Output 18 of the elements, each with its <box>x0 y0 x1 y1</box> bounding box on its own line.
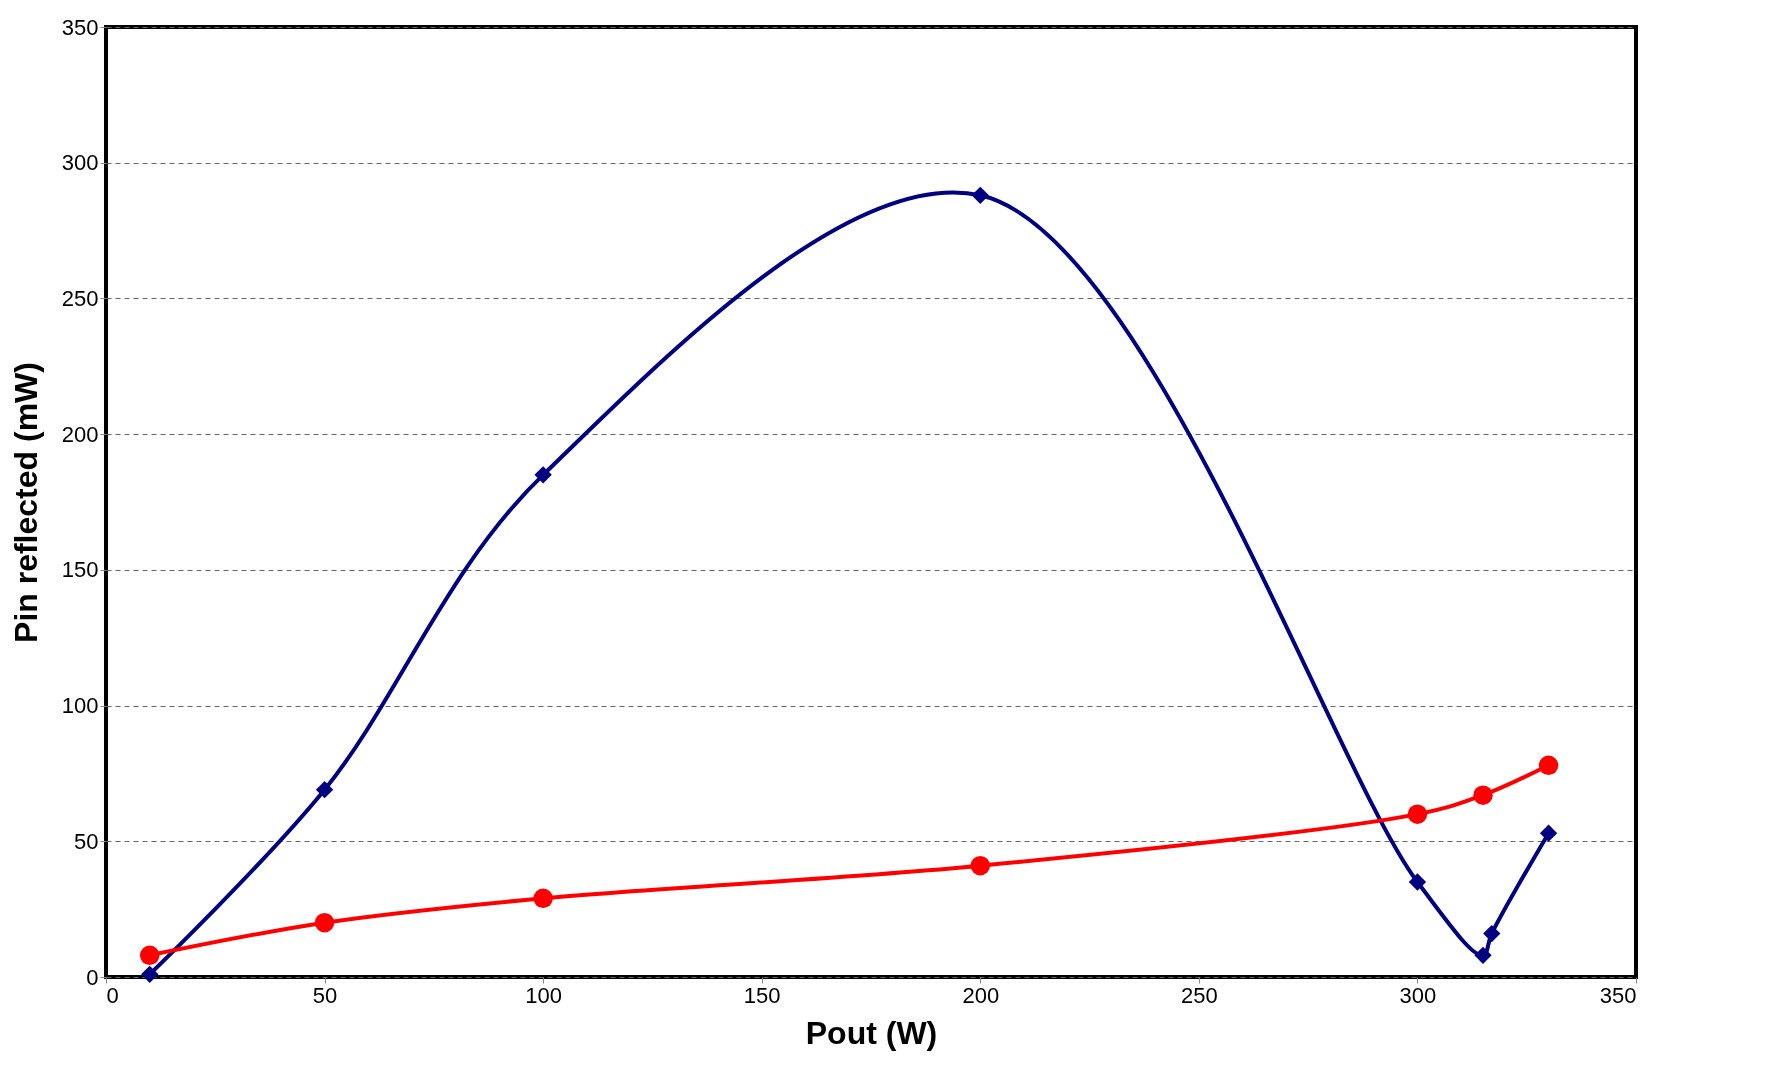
x-tick-label: 350 <box>1599 982 1637 1008</box>
y-tick-label: 250 <box>61 285 99 311</box>
y-tick-label: 0 <box>86 964 99 990</box>
x-tick-label: 50 <box>312 982 338 1008</box>
y-tick-label: 300 <box>61 150 99 176</box>
x-tick-label: 150 <box>743 982 781 1008</box>
y-tick-label: 100 <box>61 693 99 719</box>
x-axis-title: Pout (W) <box>805 1014 938 1051</box>
y-tick-label: 350 <box>61 14 99 40</box>
x-tick-label: 0 <box>106 982 119 1008</box>
y-axis-title: Pin reflected (mW) <box>7 362 44 643</box>
x-tick-label: 100 <box>525 982 562 1008</box>
x-tick-label: 300 <box>1399 982 1437 1008</box>
x-tick-label: 250 <box>1181 982 1218 1008</box>
y-tick-label: 200 <box>61 421 99 447</box>
x-tick-label: 200 <box>962 982 1000 1008</box>
y-tick-label: 150 <box>61 557 99 583</box>
y-tick-label: 50 <box>74 828 99 854</box>
